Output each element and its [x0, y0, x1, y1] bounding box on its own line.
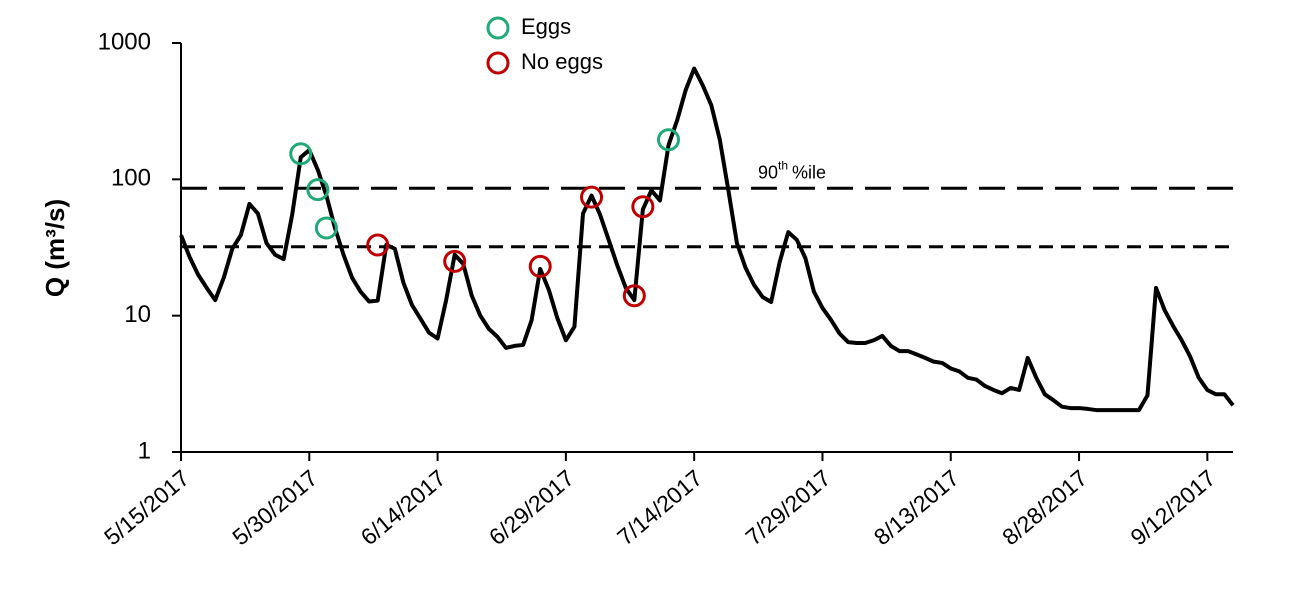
marker — [631, 195, 655, 219]
marker — [622, 284, 646, 308]
x-tick-label: 9/12/2017 — [1125, 465, 1220, 551]
marker — [528, 254, 552, 278]
marker — [289, 142, 313, 166]
x-tick-label: 5/15/2017 — [99, 465, 194, 551]
y-axis-label: Q (m³/s) — [40, 199, 70, 297]
legend-symbol — [486, 16, 510, 40]
x-tick-label: 7/14/2017 — [612, 465, 707, 551]
reference-label: 90th %ile — [758, 158, 826, 182]
marker — [443, 249, 467, 273]
x-tick-label: 6/14/2017 — [356, 465, 451, 551]
marker — [657, 128, 681, 152]
y-tick-label: 1000 — [98, 28, 151, 55]
marker — [306, 178, 330, 202]
legend-label: Eggs — [521, 14, 571, 39]
marker — [580, 185, 604, 209]
x-tick-label: 6/29/2017 — [484, 465, 579, 551]
x-tick-label: 7/29/2017 — [740, 465, 835, 551]
x-tick-label: 8/28/2017 — [997, 465, 1092, 551]
flow-line — [179, 66, 1235, 413]
reference-label-sup: th — [778, 158, 788, 172]
marker — [314, 216, 338, 240]
legend-label: No eggs — [521, 49, 603, 74]
y-tick-label: 1 — [138, 437, 151, 464]
y-tick-label: 10 — [124, 301, 151, 328]
y-tick-label: 100 — [111, 165, 151, 192]
legend-symbol — [486, 51, 510, 75]
reference-label-base: 90 — [758, 162, 778, 182]
marker — [366, 233, 390, 257]
x-tick-label: 5/30/2017 — [227, 465, 322, 551]
x-tick-label: 8/13/2017 — [869, 465, 964, 551]
reference-label-tail: %ile — [792, 162, 826, 182]
